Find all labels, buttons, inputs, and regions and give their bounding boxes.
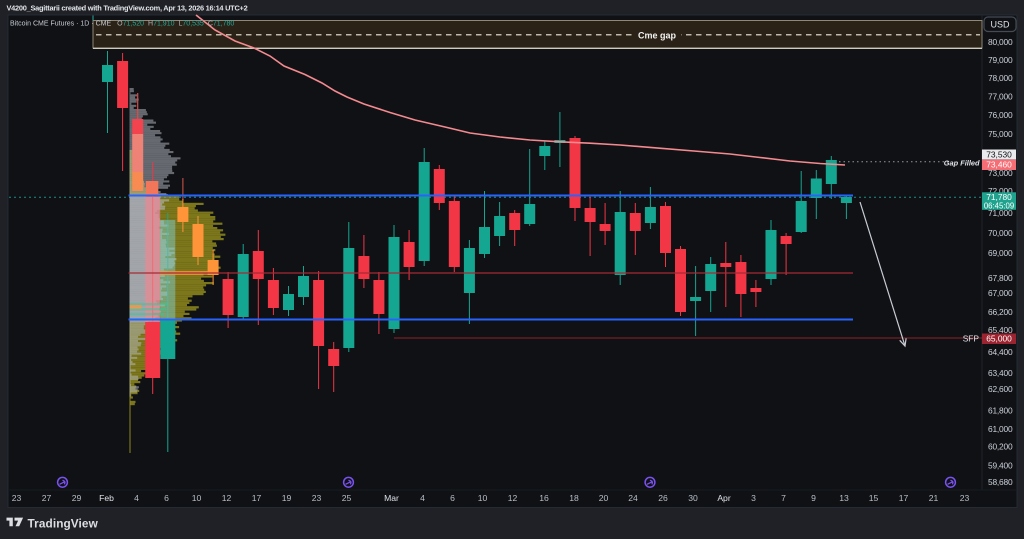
svg-text:29: 29 — [72, 493, 82, 503]
svg-text:58,680: 58,680 — [988, 477, 1013, 487]
svg-text:Feb: Feb — [99, 493, 114, 503]
svg-text:26: 26 — [658, 493, 668, 503]
svg-text:25: 25 — [342, 493, 352, 503]
svg-text:73,000: 73,000 — [988, 168, 1013, 178]
svg-text:19: 19 — [282, 493, 292, 503]
svg-text:66,200: 66,200 — [988, 307, 1013, 317]
svg-text:Gap Filled: Gap Filled — [944, 158, 980, 167]
svg-text:SFP: SFP — [963, 334, 980, 344]
svg-text:73,530: 73,530 — [986, 150, 1012, 160]
svg-text:65,400: 65,400 — [988, 325, 1013, 335]
svg-text:17: 17 — [252, 493, 262, 503]
svg-text:69,000: 69,000 — [988, 248, 1013, 258]
svg-text:80,000: 80,000 — [988, 37, 1013, 47]
svg-text:20: 20 — [599, 493, 609, 503]
svg-text:USD: USD — [990, 19, 1010, 29]
svg-text:23: 23 — [960, 493, 970, 503]
svg-text:71,000: 71,000 — [988, 208, 1013, 218]
svg-text:27: 27 — [42, 493, 52, 503]
svg-text:06:45:09: 06:45:09 — [984, 202, 1014, 211]
svg-text:75,000: 75,000 — [988, 129, 1013, 139]
svg-text:24: 24 — [628, 493, 638, 503]
svg-text:6: 6 — [164, 493, 169, 503]
svg-text:76,000: 76,000 — [988, 110, 1013, 120]
svg-text:Bitcoin CME Futures · 1D · CME: Bitcoin CME Futures · 1D · CME O71,520 H71… — [10, 20, 234, 27]
svg-text:7: 7 — [781, 493, 786, 503]
svg-text:23: 23 — [12, 493, 22, 503]
svg-text:21: 21 — [929, 493, 939, 503]
svg-text:73,460: 73,460 — [986, 160, 1012, 170]
svg-text:30: 30 — [688, 493, 698, 503]
svg-text:12: 12 — [222, 493, 232, 503]
svg-text:12: 12 — [508, 493, 518, 503]
svg-text:V4200_Sagittarii created with: V4200_Sagittarii created with TradingVie… — [7, 4, 248, 13]
svg-text:15: 15 — [869, 493, 879, 503]
svg-text:Mar: Mar — [384, 493, 399, 503]
svg-text:67,800: 67,800 — [988, 273, 1013, 283]
svg-text:10: 10 — [192, 493, 202, 503]
svg-text:65,000: 65,000 — [986, 334, 1012, 344]
svg-text:77,000: 77,000 — [988, 92, 1013, 102]
svg-text:64,400: 64,400 — [988, 347, 1013, 357]
svg-text:61,000: 61,000 — [988, 424, 1013, 434]
svg-text:71,780: 71,780 — [986, 192, 1012, 202]
svg-text:72,000: 72,000 — [988, 186, 1013, 196]
svg-text:70,000: 70,000 — [988, 228, 1013, 238]
svg-text:10: 10 — [478, 493, 488, 503]
svg-text:TradingView: TradingView — [28, 517, 99, 531]
svg-text:3: 3 — [751, 493, 756, 503]
svg-text:17: 17 — [899, 493, 909, 503]
svg-text:13: 13 — [839, 493, 849, 503]
svg-text:Apr: Apr — [717, 493, 731, 503]
svg-text:6: 6 — [450, 493, 455, 503]
svg-text:4: 4 — [134, 493, 139, 503]
svg-text:79,000: 79,000 — [988, 55, 1013, 65]
svg-text:16: 16 — [539, 493, 549, 503]
svg-text:62,600: 62,600 — [988, 384, 1013, 394]
svg-text:78,000: 78,000 — [988, 73, 1013, 83]
svg-text:63,400: 63,400 — [988, 368, 1013, 378]
svg-text:Cme gap: Cme gap — [638, 30, 677, 40]
svg-text:18: 18 — [569, 493, 579, 503]
svg-text:9: 9 — [811, 493, 816, 503]
svg-text:61,800: 61,800 — [988, 406, 1013, 416]
svg-text:23: 23 — [312, 493, 322, 503]
svg-text:67,000: 67,000 — [988, 288, 1013, 298]
svg-text:4: 4 — [420, 493, 425, 503]
svg-text:60,200: 60,200 — [988, 442, 1013, 452]
svg-text:59,400: 59,400 — [988, 461, 1013, 471]
